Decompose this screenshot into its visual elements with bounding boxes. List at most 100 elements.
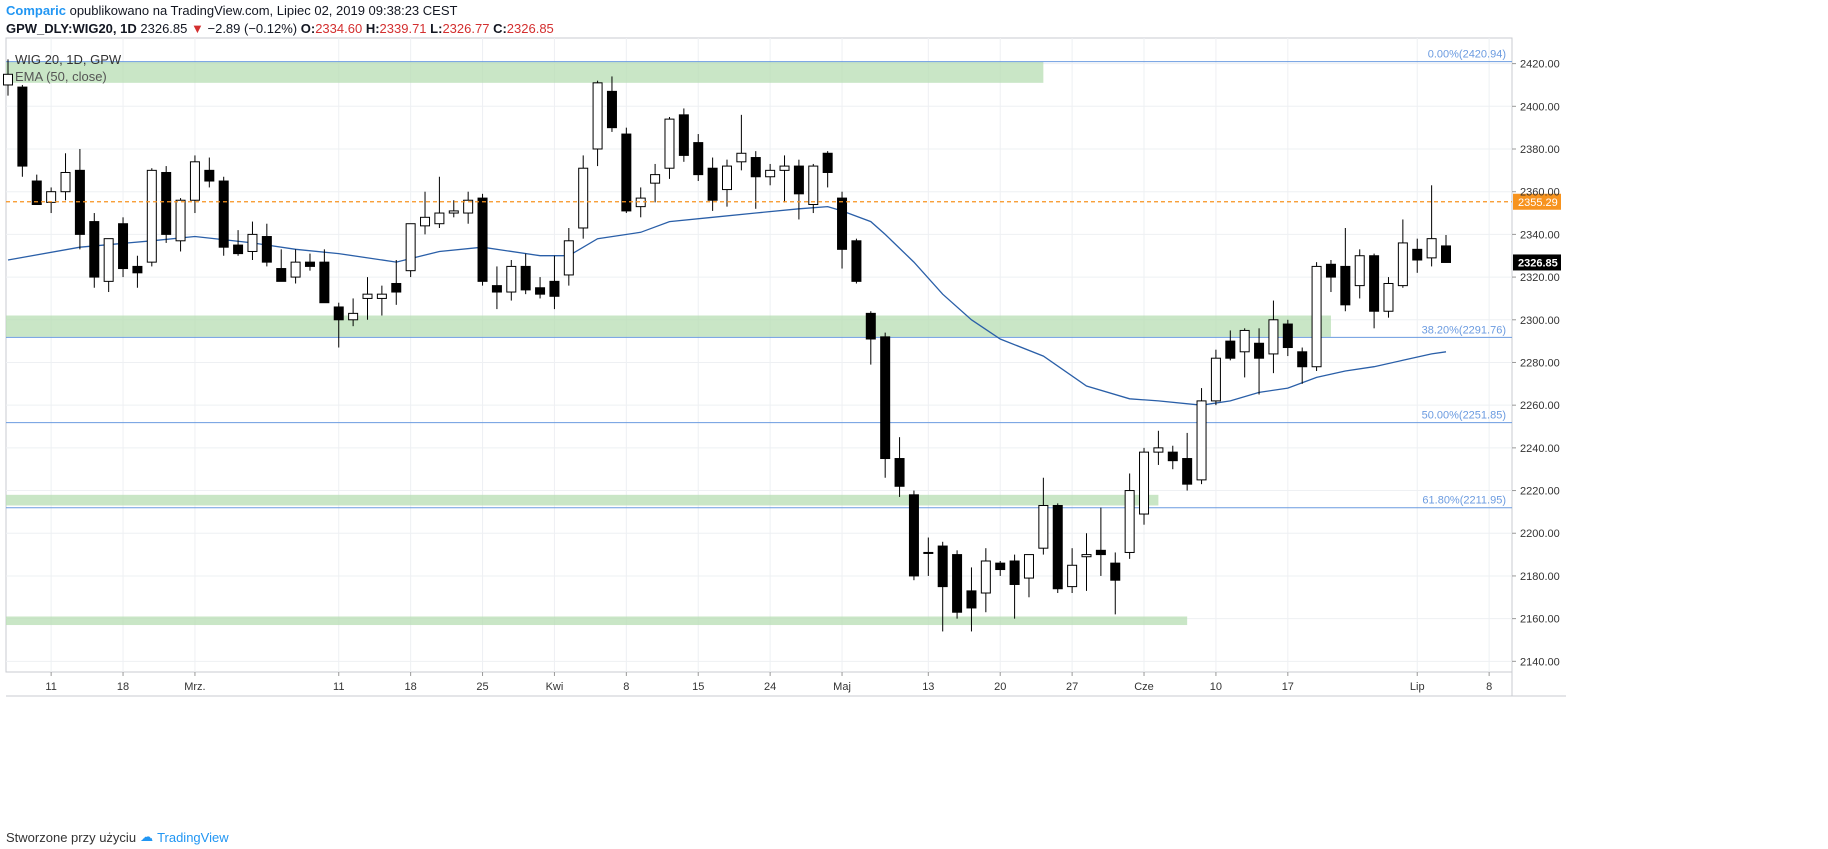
candle-body	[722, 165, 732, 191]
support-resistance-zone	[6, 315, 1331, 337]
candle-body	[261, 236, 272, 263]
x-tick-label: 25	[476, 681, 488, 693]
price-line-label: 2355.29	[1518, 197, 1558, 209]
x-tick-label: Maj	[833, 681, 851, 693]
fib-level-label: 38.20%(2291.76)	[1422, 324, 1506, 336]
candle-body	[1340, 265, 1351, 306]
candle-body	[980, 560, 991, 594]
candle-body	[1067, 564, 1078, 588]
candle-body	[894, 458, 905, 487]
candle-body	[1038, 504, 1049, 549]
tradingview-logo-icon[interactable]: ☁	[140, 829, 154, 844]
candle-body	[304, 261, 315, 267]
candle-body	[46, 191, 57, 203]
ema-line	[7, 205, 1447, 406]
x-tick-label: 10	[1210, 681, 1222, 693]
publish-line: Comparic opublikowano na TradingView.com…	[6, 2, 554, 20]
open-value: 2334.60	[315, 21, 363, 36]
price-change: −2.89 (−0.12%)	[207, 21, 298, 36]
y-tick-label: 2320.00	[1520, 272, 1560, 284]
candle-body	[549, 280, 560, 297]
candle-body	[995, 562, 1006, 571]
fib-level-label: 61.80%(2211.95)	[1422, 495, 1506, 507]
footer: Stworzone przy użyciu ☁ TradingView	[6, 829, 229, 845]
x-tick-label: 18	[117, 681, 129, 693]
candle-body	[31, 180, 42, 206]
x-tick-label: 8	[623, 681, 629, 693]
support-resistance-zone	[6, 616, 1188, 626]
candle-body	[506, 265, 517, 293]
candle-body	[1009, 560, 1020, 585]
candle-body	[405, 223, 416, 272]
y-tick-label: 2220.00	[1520, 486, 1560, 498]
candle-body	[837, 197, 848, 250]
candle-body	[434, 212, 445, 225]
low-value: 2326.77	[442, 21, 490, 36]
candle-body	[333, 306, 344, 321]
candle-body	[1210, 357, 1221, 402]
y-tick-label: 2340.00	[1520, 229, 1560, 241]
candle-body	[1124, 490, 1135, 553]
candle-body	[1023, 554, 1034, 579]
candle-body	[1196, 400, 1207, 481]
candle-body	[520, 265, 531, 291]
candle-body	[937, 545, 948, 588]
y-tick-label: 2160.00	[1520, 614, 1560, 626]
symbol-line: GPW_DLY:WIG20, 1D 2326.85 ▼ −2.89 (−0.12…	[6, 20, 554, 38]
candle-body	[1297, 351, 1308, 368]
candle-body	[1225, 340, 1236, 359]
x-tick-label: Cze	[1134, 681, 1154, 693]
x-tick-label: 8	[1486, 681, 1492, 693]
candle-body	[808, 165, 819, 206]
candle-body	[189, 161, 200, 201]
candle-body	[348, 312, 359, 321]
candle-body	[1354, 255, 1365, 287]
candle-body	[923, 551, 934, 554]
author-link[interactable]: Comparic	[6, 3, 66, 18]
candle-body	[1441, 245, 1451, 263]
candle-body	[247, 233, 258, 252]
y-tick-label: 2380.00	[1520, 144, 1560, 156]
candle-body	[563, 240, 574, 276]
candle-body	[1182, 458, 1193, 485]
candle-body	[908, 494, 919, 577]
candle-body	[1110, 562, 1121, 581]
x-tick-label: Mrz.	[184, 681, 205, 693]
candle-body	[362, 293, 373, 299]
candle-body	[1369, 255, 1380, 312]
support-resistance-zone	[6, 494, 1159, 506]
candle-body	[103, 238, 114, 282]
x-tick-label: 11	[333, 681, 344, 693]
x-tick-label: 27	[1066, 681, 1078, 693]
symbol-name: GPW_DLY:WIG20, 1D	[6, 21, 137, 36]
fib-level-label: 50.00%(2251.85)	[1422, 410, 1506, 422]
close-value: 2326.85	[506, 21, 554, 36]
candle-body	[535, 287, 546, 295]
plot-frame	[5, 37, 1513, 673]
candle-body	[606, 90, 617, 129]
candle-body	[448, 210, 459, 214]
candle-body	[765, 169, 776, 178]
tradingview-link[interactable]: TradingView	[157, 829, 229, 845]
support-resistance-zone	[6, 61, 1044, 83]
candle-body	[865, 312, 876, 340]
x-tick-label: 15	[692, 681, 704, 693]
candle-body	[1081, 554, 1092, 558]
x-tick-label: 24	[764, 681, 776, 693]
indicator-name: EMA (50, close)	[15, 69, 107, 84]
candle-body	[218, 180, 229, 248]
candle-body	[707, 167, 718, 201]
high-value: 2339.71	[379, 21, 427, 36]
y-tick-label: 2360.00	[1520, 187, 1560, 199]
candle-body	[233, 244, 244, 255]
candle-body	[491, 285, 502, 293]
x-tick-label: Lip	[1410, 681, 1425, 693]
candle-body	[3, 73, 13, 86]
candle-body	[276, 268, 287, 282]
candle-body	[376, 293, 387, 299]
candle-body	[1282, 323, 1293, 349]
candle-body	[89, 221, 100, 278]
candle-body	[664, 118, 675, 169]
candle-body	[204, 169, 215, 182]
